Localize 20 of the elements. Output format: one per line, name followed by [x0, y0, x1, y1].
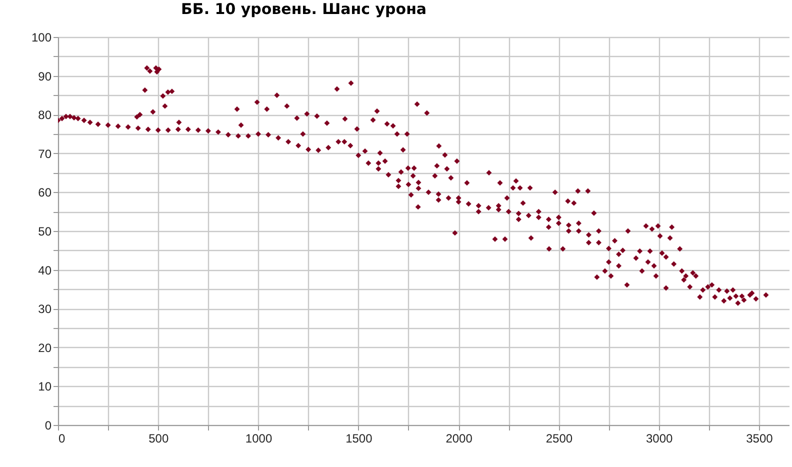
chart-title: ББ. 10 уровень. Шанс урона — [180, 0, 427, 18]
y-tick-label: 10 — [38, 380, 52, 394]
x-tick-label: 1500 — [346, 432, 373, 446]
x-tick-label: 1000 — [245, 432, 272, 446]
x-tick-label: 2000 — [446, 432, 473, 446]
x-tick-label: 2500 — [546, 432, 573, 446]
y-tick-label: 100 — [31, 30, 52, 44]
y-tick-label: 50 — [38, 224, 52, 238]
y-tick-label: 20 — [38, 340, 52, 355]
y-tick-label: 0 — [44, 418, 52, 432]
x-tick-label: 3500 — [746, 432, 774, 446]
y-tick-label: 60 — [38, 186, 52, 200]
x-tick-label: 0 — [58, 432, 66, 446]
x-tick-label: 500 — [148, 432, 169, 446]
y-tick-label: 40 — [38, 263, 52, 278]
y-tick-label: 30 — [38, 302, 52, 316]
y-tick-label: 90 — [38, 69, 52, 84]
y-tick-label: 70 — [38, 146, 52, 161]
y-tick-label: 80 — [38, 108, 52, 122]
x-tick-label: 3000 — [646, 432, 673, 446]
